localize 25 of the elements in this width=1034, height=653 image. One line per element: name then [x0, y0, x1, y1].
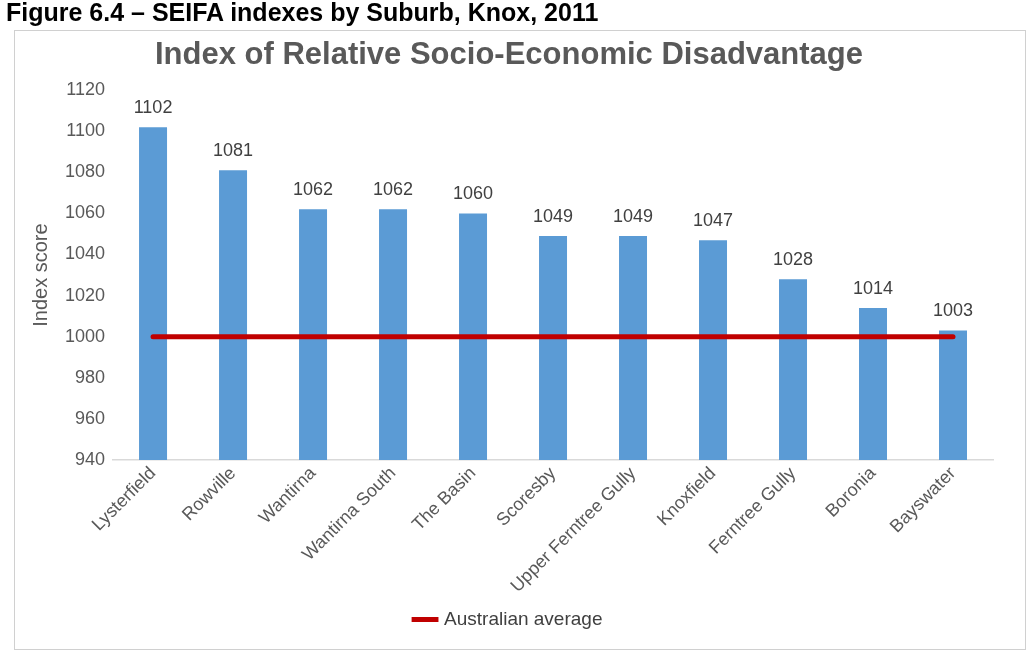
- y-tick-label: 1120: [66, 79, 106, 100]
- y-tick-label: 1040: [65, 243, 106, 264]
- data-label: 1062: [293, 179, 334, 200]
- y-tick-label: 1000: [65, 325, 106, 346]
- data-label: 1047: [692, 210, 734, 231]
- y-tick-label: 1100: [66, 120, 106, 141]
- data-label: 1081: [213, 140, 254, 161]
- y-tick-label: 1080: [65, 161, 106, 182]
- data-label: 1102: [133, 97, 173, 118]
- y-tick-label: 960: [75, 407, 106, 428]
- chart-title: Index of Relative Socio-Economic Disadvantage: [154, 36, 864, 72]
- y-tick-label: 980: [75, 366, 106, 387]
- data-label: 1003: [932, 300, 974, 321]
- y-tick-label: 1020: [65, 284, 106, 305]
- y-tick-label: 1060: [65, 202, 106, 223]
- data-label: 1049: [533, 205, 574, 226]
- y-tick-label: 940: [75, 448, 106, 469]
- data-label: 1014: [852, 277, 894, 298]
- data-label: 1049: [612, 205, 654, 226]
- data-label: 1060: [453, 183, 494, 204]
- legend-label: Australian average: [444, 607, 603, 629]
- data-label: 1028: [772, 249, 814, 270]
- y-axis-title: Index score: [28, 223, 51, 327]
- caption: Figure 6.4 – SEIFA indexes by Suburb, Knox, 2011: [6, 0, 599, 27]
- data-label: 1062: [373, 179, 414, 200]
